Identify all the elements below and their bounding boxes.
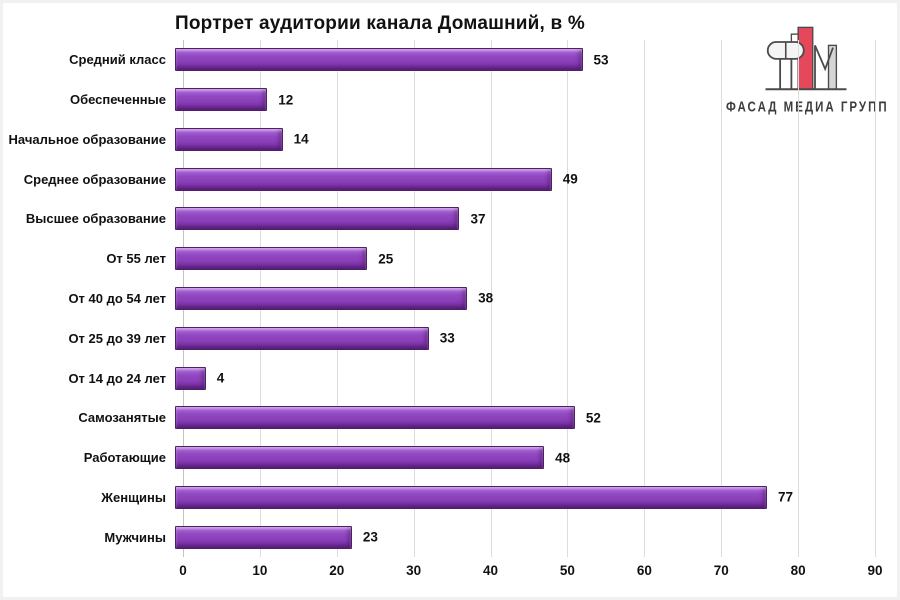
- x-tick-label: 20: [329, 563, 345, 578]
- chart-row: Женщины 77: [0, 477, 900, 517]
- bar: [175, 525, 352, 549]
- bar-track: 37: [175, 207, 867, 231]
- value-label: 77: [778, 489, 794, 505]
- chart-row: Начальное образование 14: [0, 120, 900, 160]
- gridline: [721, 40, 723, 557]
- bar: [175, 167, 552, 191]
- value-label: 53: [593, 52, 609, 68]
- bar-track: 4: [175, 366, 867, 390]
- x-tick-label: 50: [559, 563, 575, 578]
- category-label: Самозанятые: [78, 410, 166, 426]
- value-label: 12: [278, 92, 294, 108]
- category-label: Начальное образование: [8, 131, 166, 147]
- bar-track: 25: [175, 247, 867, 271]
- bar: [175, 366, 206, 390]
- logo-text: ФАСАД МЕДИА ГРУПП: [726, 100, 889, 115]
- value-label: 4: [216, 370, 225, 386]
- chart-row: Работающие 48: [0, 438, 900, 478]
- category-label: Обеспеченные: [69, 92, 166, 108]
- category-label: От 14 до 24 лет: [68, 370, 166, 386]
- bar: [175, 48, 583, 72]
- x-tick-label: 80: [790, 563, 806, 578]
- gridline: [798, 40, 800, 557]
- category-label: Женщины: [101, 489, 166, 505]
- value-label: 25: [378, 251, 394, 267]
- bar: [175, 406, 575, 430]
- category-label: От 40 до 54 лет: [68, 290, 166, 306]
- x-tick-label: 60: [636, 563, 652, 578]
- bar-track: 53: [175, 48, 867, 72]
- chart-row: От 55 лет 25: [0, 239, 900, 279]
- value-label: 23: [362, 529, 378, 545]
- bar-track: 38: [175, 286, 867, 310]
- x-tick-label: 90: [867, 563, 883, 578]
- category-label: Среднее образование: [23, 171, 166, 187]
- category-label: Средний класс: [69, 52, 166, 68]
- chart-row: От 25 до 39 лет 33: [0, 318, 900, 358]
- bar: [175, 286, 468, 310]
- bar-track: 49: [175, 167, 867, 191]
- gridline: [567, 40, 569, 557]
- value-label: 14: [293, 131, 309, 147]
- gridline: [875, 40, 876, 557]
- value-label: 37: [470, 211, 486, 227]
- gridline: [644, 40, 646, 557]
- fasad-media-group-icon: [765, 26, 847, 91]
- bar: [175, 446, 545, 470]
- bar-track: 12: [175, 88, 867, 112]
- category-label: От 55 лет: [106, 251, 166, 267]
- bar: [175, 88, 268, 112]
- bar: [175, 127, 283, 151]
- logo: ФАСАД МЕДИА ГРУПП: [726, 24, 889, 115]
- gridline: [490, 40, 492, 557]
- chart-title: Портрет аудитории канала Домашний, в %: [175, 13, 585, 34]
- x-tick-label: 70: [713, 563, 729, 578]
- bar-rows: Средний класс 53 Обеспеченные 12 Начальное о…: [0, 40, 900, 557]
- chart-row: От 14 до 24 лет 4: [0, 358, 900, 398]
- x-tick-label: 0: [179, 563, 187, 578]
- chart-row: От 40 до 54 лет 38: [0, 279, 900, 319]
- value-label: 52: [585, 410, 601, 426]
- category-label: Высшее образование: [25, 211, 166, 227]
- value-label: 33: [439, 330, 455, 346]
- category-label: От 25 до 39 лет: [68, 330, 166, 346]
- bar: [175, 247, 368, 271]
- bar: [175, 485, 768, 509]
- x-axis-tick-labels: 0 10 20 30 40 50 60 70 80 90: [179, 563, 882, 583]
- chart-row: Самозанятые 52: [0, 398, 900, 438]
- chart-row: Средний класс 53: [0, 40, 900, 80]
- value-label: 48: [555, 450, 571, 466]
- bar: [175, 326, 429, 350]
- x-tick-label: 30: [406, 563, 422, 578]
- bar: [175, 207, 460, 231]
- bar-track: 52: [175, 406, 867, 430]
- bar-track: 48: [175, 446, 867, 470]
- value-label: 49: [562, 171, 578, 187]
- bar-track: 23: [175, 525, 867, 549]
- bar-track: 77: [175, 485, 867, 509]
- chart-row: Мужчины 23: [0, 517, 900, 557]
- bar-track: 33: [175, 326, 867, 350]
- chart-row: Среднее образование 49: [0, 159, 900, 199]
- chart-row: Высшее образование 37: [0, 199, 900, 239]
- category-label: Работающие: [83, 450, 166, 466]
- value-label: 38: [478, 290, 494, 306]
- chart-row: Обеспеченные 12: [0, 80, 900, 120]
- bar-track: 14: [175, 127, 867, 151]
- x-tick-label: 40: [483, 563, 499, 578]
- category-label: Мужчины: [104, 529, 166, 545]
- x-tick-label: 10: [252, 563, 268, 578]
